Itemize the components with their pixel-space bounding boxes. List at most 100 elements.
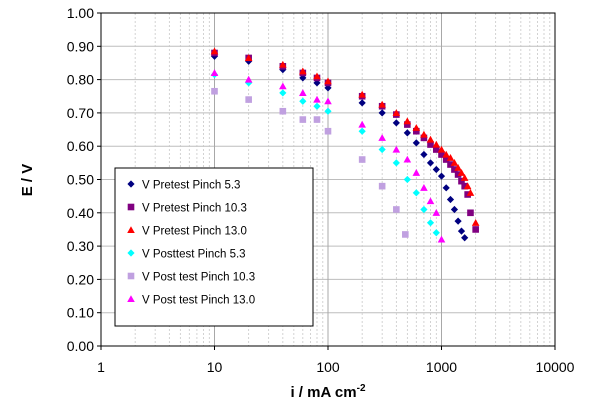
- legend-label: V Post test Pinch 13.0: [142, 295, 255, 307]
- legend-entry: V Post test Pinch 13.0: [127, 295, 255, 307]
- legend-entry: V Posttest Pinch 5.3: [127, 249, 246, 261]
- data-point: [437, 172, 446, 180]
- data-point: [466, 189, 475, 196]
- data-point: [412, 139, 420, 147]
- data-point: [210, 69, 219, 76]
- data-point: [442, 156, 450, 163]
- data-point: [358, 99, 366, 107]
- data-point: [244, 75, 253, 83]
- data-point: [313, 72, 321, 80]
- x-tick-label: 100: [316, 359, 340, 375]
- data-point: [279, 89, 287, 97]
- series-6-points: [210, 69, 446, 243]
- data-point: [324, 107, 332, 115]
- data-point: [324, 127, 332, 135]
- x-axis-title-superscript: -2: [357, 383, 366, 394]
- legend-label: V Post test Pinch 10.3: [142, 272, 255, 284]
- data-point: [446, 195, 455, 204]
- data-point: [420, 150, 428, 159]
- series-5-points: [211, 87, 409, 238]
- data-point: [461, 234, 469, 242]
- data-point: [313, 102, 321, 110]
- data-point: [402, 231, 409, 238]
- legend-entry: V Pretest Pinch 10.3: [127, 203, 247, 215]
- data-point: [412, 169, 421, 176]
- data-point: [458, 177, 465, 185]
- data-point: [403, 155, 412, 163]
- data-point: [358, 156, 366, 163]
- data-point: [299, 74, 307, 82]
- data-point: [299, 67, 307, 75]
- legend-marker: [127, 272, 135, 280]
- ticks-layer: 0.00 0.10 0.20 0.30 0.40 0.50 0.60 0.70 0.80 0.90…: [67, 5, 575, 375]
- data-point: [463, 182, 472, 190]
- data-point: [432, 165, 440, 174]
- data-point: [412, 124, 421, 131]
- data-point: [211, 87, 218, 95]
- data-point: [457, 227, 466, 235]
- data-point: [244, 54, 253, 61]
- x-axis-title-main: i / mA cm: [290, 384, 356, 401]
- data-point: [420, 205, 428, 214]
- legend-marker: [127, 203, 135, 211]
- data-point: [279, 107, 287, 115]
- data-point: [433, 146, 440, 153]
- data-point: [392, 119, 400, 127]
- y-tick-label: 0.40: [67, 205, 94, 221]
- data-point: [437, 235, 446, 243]
- data-point: [378, 182, 386, 190]
- data-point: [392, 109, 401, 116]
- legend-box: [114, 167, 314, 327]
- y-tick-label: 1.00: [67, 5, 94, 21]
- data-point: [403, 129, 411, 137]
- data-point: [447, 161, 454, 168]
- data-point: [438, 151, 445, 158]
- data-point: [378, 109, 386, 117]
- data-point: [313, 95, 321, 103]
- legend: V Pretest Pinch 5.3 V Pretest Pinch 10.3 V…: [114, 167, 314, 327]
- data-point: [442, 150, 450, 158]
- x-tick-label: 10000: [536, 359, 575, 375]
- y-tick-label: 0.30: [67, 238, 94, 254]
- data-point: [437, 145, 446, 153]
- data-point: [210, 47, 219, 55]
- data-point: [392, 159, 400, 167]
- data-point: [454, 217, 462, 225]
- data-point: [378, 134, 386, 141]
- data-point: [324, 97, 332, 105]
- data-point: [358, 90, 366, 98]
- legend-marker: [127, 295, 135, 303]
- data-point: [210, 52, 219, 60]
- y-tick-label: 0.20: [67, 271, 94, 287]
- data-point: [472, 226, 479, 233]
- y-tick-label: 0.80: [67, 72, 94, 88]
- data-point: [420, 130, 428, 138]
- legend-marker: [127, 226, 135, 234]
- data-point: [299, 97, 307, 105]
- data-point: [432, 140, 441, 148]
- y-tick-label: 0.00: [67, 338, 94, 354]
- data-point: [454, 164, 462, 171]
- data-point: [299, 116, 307, 123]
- legend-label: V Pretest Pinch 5.3: [142, 180, 240, 192]
- y-tick-label: 0.90: [67, 38, 94, 54]
- data-point: [279, 82, 287, 90]
- data-point: [467, 209, 474, 217]
- data-point: [413, 127, 420, 135]
- series-3-points: [210, 47, 480, 226]
- data-point: [324, 77, 332, 85]
- legend-label: V Posttest Pinch 5.3: [142, 249, 246, 261]
- data-point: [426, 159, 435, 167]
- data-point: [460, 174, 469, 181]
- data-point: [427, 141, 434, 148]
- y-tick-label: 0.70: [67, 105, 94, 121]
- data-point: [403, 175, 411, 184]
- data-point: [378, 145, 386, 154]
- data-point: [420, 184, 428, 191]
- y-tick-label: 0.50: [67, 172, 94, 188]
- data-point: [279, 60, 287, 68]
- data-point: [378, 100, 386, 108]
- legend-entry: V Pretest Pinch 5.3: [127, 180, 240, 192]
